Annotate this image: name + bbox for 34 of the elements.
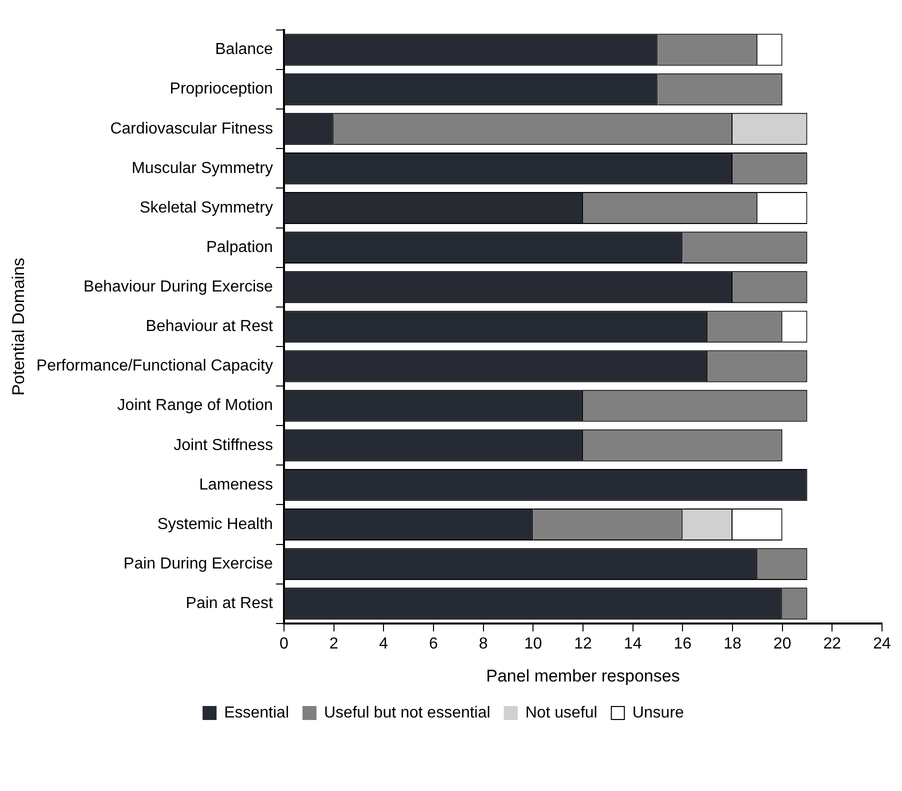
y-tick-label: Palpation — [206, 238, 273, 256]
legend-label: Unsure — [632, 704, 684, 722]
y-tick-label: Proprioception — [170, 80, 273, 98]
x-tick-label: 24 — [873, 635, 891, 652]
y-tick-label: Muscular Symmetry — [132, 160, 273, 177]
x-tick-label: 18 — [724, 635, 742, 652]
y-tick-label: Pain at Rest — [186, 595, 274, 612]
y-tick-label: Joint Stiffness — [174, 436, 273, 454]
x-tick-label: 10 — [524, 635, 542, 652]
y-tick-label: Behaviour at Rest — [146, 318, 274, 336]
x-axis-title: Panel member responses — [486, 666, 680, 686]
y-tick-label: Systemic Health — [157, 516, 273, 533]
x-tick-label: 4 — [379, 635, 388, 652]
y-tick-label: Lameness — [199, 476, 273, 494]
y-tick-label: Behaviour During Exercise — [84, 278, 274, 296]
x-tick-label: 20 — [773, 635, 792, 652]
legend-label: Essential — [224, 704, 289, 722]
y-tick-label: Performance/Functional Capacity — [36, 358, 273, 375]
x-tick-label: 12 — [574, 635, 592, 652]
x-tick-label: 6 — [429, 635, 438, 652]
legend-label: Not useful — [525, 704, 598, 722]
x-tick-label: 14 — [624, 635, 642, 652]
x-tick-label: 2 — [329, 635, 338, 652]
y-tick-label: Cardiovascular Fitness — [110, 120, 273, 138]
legend-label: Useful but not essential — [324, 704, 490, 722]
y-tick-label: Pain During Exercise — [124, 555, 274, 572]
y-tick-label: Skeletal Symmetry — [140, 199, 273, 216]
x-tick-label: 8 — [478, 635, 488, 652]
x-tick-label: 22 — [823, 635, 842, 652]
y-axis-title: Potential Domains — [8, 258, 28, 396]
y-tick-label: Balance — [215, 41, 274, 58]
x-tick-label: 0 — [280, 635, 288, 652]
y-tick-label: Joint Range of Motion — [117, 397, 273, 414]
x-tick-label: 16 — [674, 635, 692, 652]
